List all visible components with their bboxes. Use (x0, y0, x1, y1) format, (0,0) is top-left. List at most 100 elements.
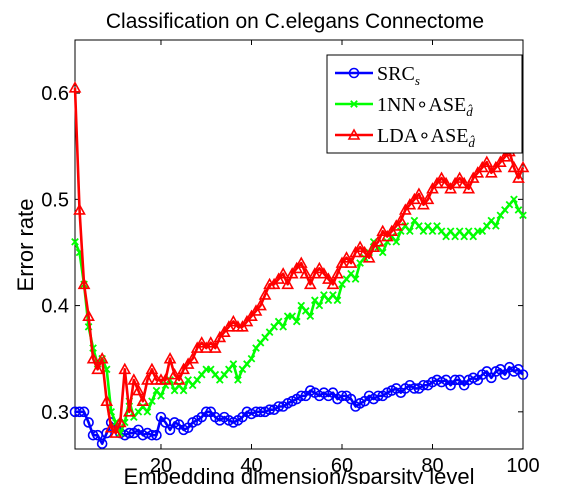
series-triangle (68, 81, 530, 438)
data-point (273, 401, 284, 412)
data-point (249, 304, 263, 316)
data-point (104, 421, 118, 433)
data-point (229, 360, 238, 368)
data-point (118, 362, 132, 375)
data-point (254, 298, 267, 311)
data-point (444, 182, 457, 194)
data-point (313, 261, 326, 274)
data-point (453, 171, 467, 183)
data-point (131, 383, 145, 396)
y-axis-label: Error rate (13, 199, 38, 292)
data-point (91, 362, 104, 375)
data-point (145, 362, 159, 375)
data-point (358, 245, 371, 258)
legend-marker (348, 67, 360, 79)
legend-marker (347, 128, 361, 140)
chart-title: Classification on C.elegans Connectome (106, 10, 484, 33)
data-point (86, 352, 100, 364)
data-point (136, 394, 150, 406)
x-tick-label: 20 (150, 455, 172, 477)
data-point (367, 240, 381, 252)
data-point (471, 166, 485, 178)
data-point (345, 393, 357, 405)
data-point (143, 407, 152, 416)
data-point (449, 374, 461, 386)
data-point (74, 406, 85, 418)
y-tick-label: 0.6 (41, 83, 69, 105)
data-point (417, 198, 430, 210)
data-point (164, 424, 176, 436)
data-point (100, 394, 114, 406)
data-point (303, 277, 317, 290)
data-point (179, 386, 188, 395)
series-line (75, 365, 524, 445)
x-axis-label: Embedding dimension/sparsity level (124, 464, 475, 484)
data-point (87, 429, 99, 441)
data-point (217, 325, 231, 337)
y-tick-label: 0.4 (41, 296, 69, 318)
data-point (78, 406, 90, 418)
data-point (292, 317, 301, 326)
data-point (245, 309, 258, 322)
data-point (240, 314, 254, 327)
data-point (177, 362, 190, 375)
data-point (322, 272, 335, 284)
data-point (157, 392, 165, 400)
data-point (492, 222, 500, 230)
data-point (448, 176, 462, 189)
data-point (326, 277, 340, 290)
data-point (82, 309, 95, 322)
data-point (71, 238, 79, 246)
data-point (146, 429, 158, 441)
data-point (362, 251, 376, 263)
data-point (392, 238, 401, 246)
data-point (181, 357, 195, 369)
data-point (507, 160, 521, 173)
data-point (475, 160, 489, 173)
data-point (200, 406, 212, 418)
data-point (336, 390, 348, 402)
data-point (340, 251, 353, 263)
data-point (408, 192, 421, 205)
data-point (371, 235, 385, 247)
data-point (498, 150, 512, 162)
data-point (247, 354, 256, 363)
data-point (148, 397, 156, 406)
data-point (101, 427, 112, 439)
legend-label: 1NN∘ASEd̂ (377, 94, 473, 119)
data-point (398, 203, 412, 215)
data-point (264, 404, 275, 415)
data-point (439, 176, 453, 189)
data-point (315, 301, 324, 310)
data-point (510, 195, 518, 204)
data-point (385, 224, 399, 237)
data-point (285, 267, 299, 279)
data-point (127, 373, 141, 385)
data-point (351, 275, 360, 283)
data-point (306, 312, 315, 321)
legend: SRCs 1NN∘ASEd̂ LDA∘ASEd̂ (326, 54, 523, 154)
data-point (290, 261, 304, 274)
x-tick-label: 60 (331, 455, 353, 477)
data-point (294, 256, 308, 268)
data-point (418, 379, 429, 391)
data-point (353, 240, 367, 252)
legend-entry: SRCs (335, 63, 420, 88)
data-point (113, 415, 127, 428)
data-point (141, 373, 154, 385)
data-point (480, 155, 494, 167)
data-point (435, 171, 448, 183)
data-point (406, 227, 414, 236)
y-tick-label: 0.3 (41, 402, 69, 424)
data-point (499, 369, 511, 380)
data-point (484, 166, 498, 178)
data-point (378, 248, 387, 257)
x-tick-label: 80 (421, 455, 443, 477)
data-point (517, 369, 529, 380)
data-point (308, 267, 322, 279)
y-tick-label: 0.5 (41, 189, 69, 211)
data-point (372, 390, 384, 402)
data-point (279, 322, 287, 331)
data-point (276, 267, 290, 279)
